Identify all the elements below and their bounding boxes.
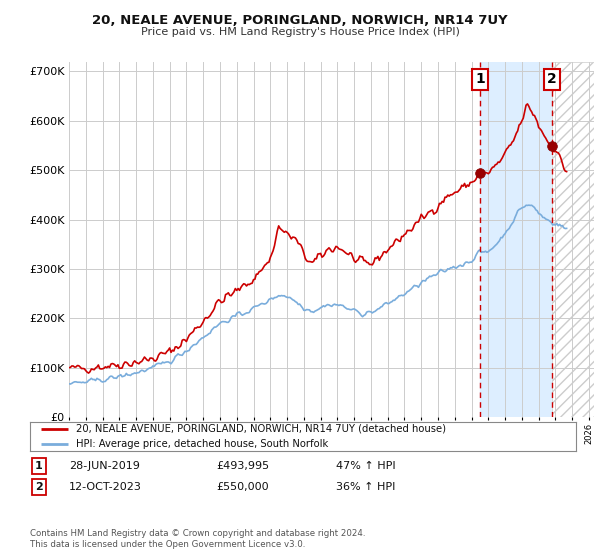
Bar — [552, 62, 594, 417]
Bar — [552, 62, 594, 417]
Text: HPI: Average price, detached house, South Norfolk: HPI: Average price, detached house, Sout… — [76, 439, 329, 449]
Text: 2: 2 — [547, 72, 557, 86]
Text: 20, NEALE AVENUE, PORINGLAND, NORWICH, NR14 7UY (detached house): 20, NEALE AVENUE, PORINGLAND, NORWICH, N… — [76, 424, 446, 433]
Text: 2: 2 — [35, 482, 43, 492]
Text: Contains HM Land Registry data © Crown copyright and database right 2024.
This d: Contains HM Land Registry data © Crown c… — [30, 529, 365, 549]
Text: £550,000: £550,000 — [216, 482, 269, 492]
Text: Price paid vs. HM Land Registry's House Price Index (HPI): Price paid vs. HM Land Registry's House … — [140, 27, 460, 37]
Text: 36% ↑ HPI: 36% ↑ HPI — [336, 482, 395, 492]
Text: 20, NEALE AVENUE, PORINGLAND, NORWICH, NR14 7UY: 20, NEALE AVENUE, PORINGLAND, NORWICH, N… — [92, 14, 508, 27]
Text: 12-OCT-2023: 12-OCT-2023 — [69, 482, 142, 492]
Text: £493,995: £493,995 — [216, 461, 269, 471]
Bar — [480, 62, 552, 417]
Text: 1: 1 — [475, 72, 485, 86]
Text: 47% ↑ HPI: 47% ↑ HPI — [336, 461, 395, 471]
Text: 28-JUN-2019: 28-JUN-2019 — [69, 461, 140, 471]
Text: 1: 1 — [35, 461, 43, 471]
